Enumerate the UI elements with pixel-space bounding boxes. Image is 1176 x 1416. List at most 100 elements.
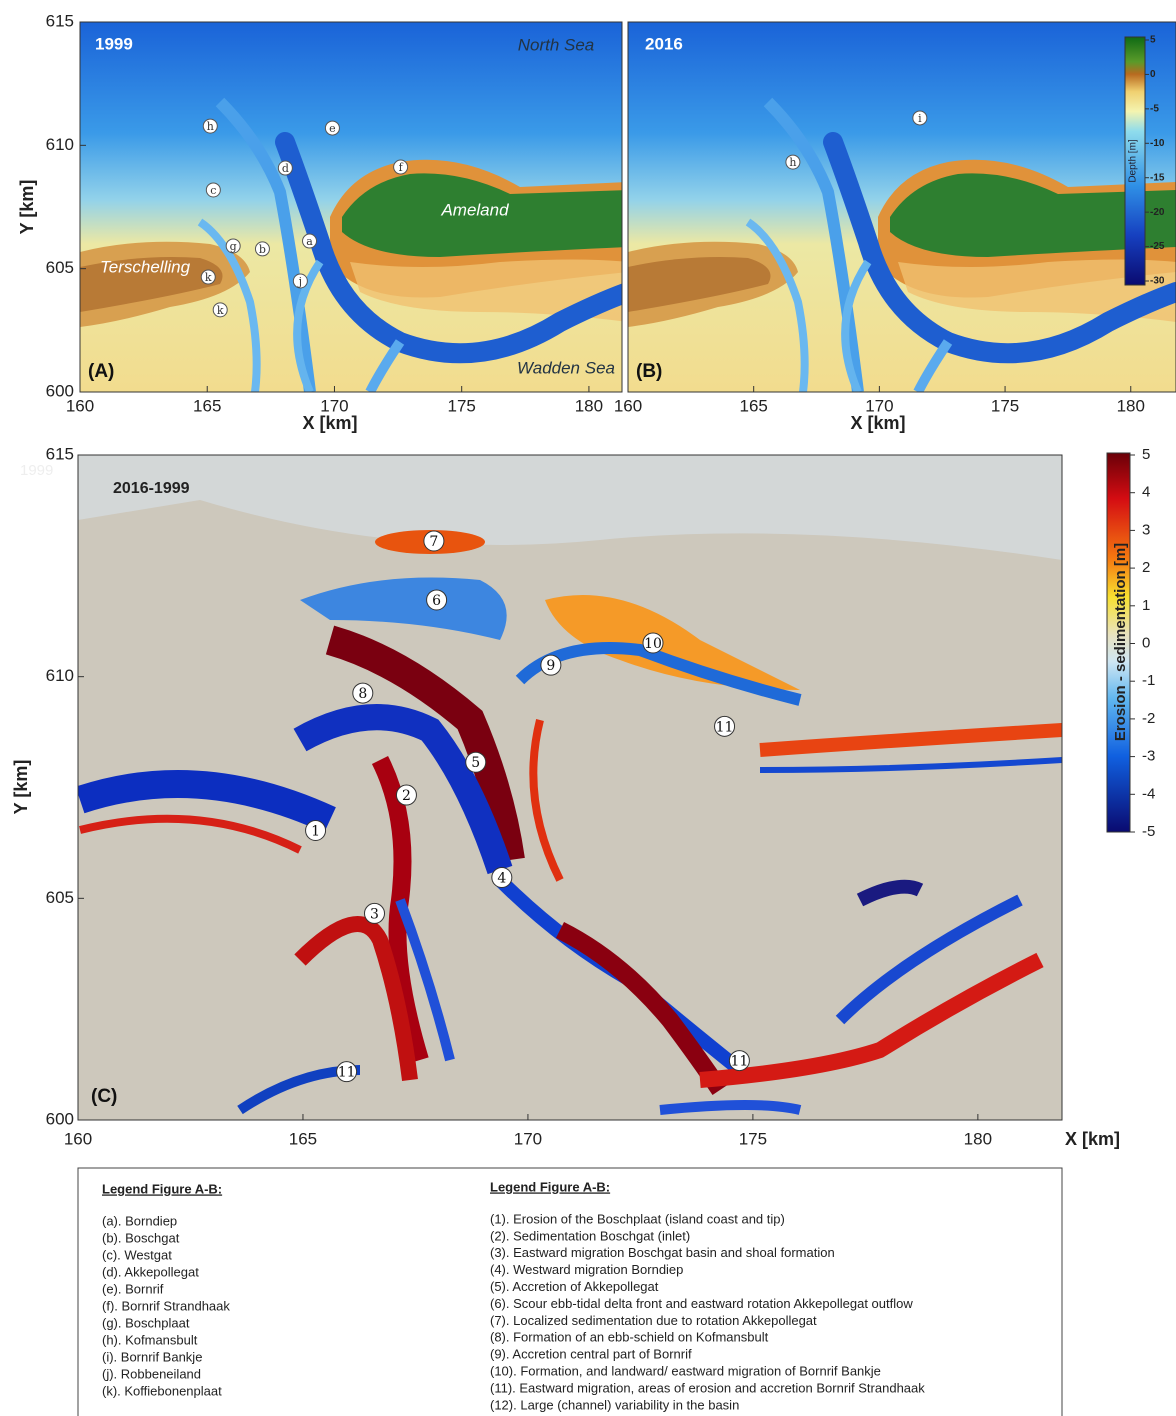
legend-item: (2). Sedimentation Boschgat (inlet) bbox=[490, 1228, 690, 1243]
x-tick-label: 170 bbox=[514, 1129, 542, 1148]
legend-title: Legend Figure A-B: bbox=[102, 1181, 222, 1196]
legend-item: (i). Bornrif Bankje bbox=[102, 1349, 202, 1364]
x-tick-label: 175 bbox=[739, 1129, 767, 1148]
legend-item: (c). Westgat bbox=[102, 1247, 172, 1262]
y-tick-label: 615 bbox=[46, 11, 74, 30]
y-tick-label: 605 bbox=[46, 888, 74, 907]
legend-item: (4). Westward migration Borndiep bbox=[490, 1262, 683, 1277]
legend-item: (5). Accretion of Akkepollegat bbox=[490, 1279, 659, 1294]
legend-item: (9). Accretion central part of Bornrif bbox=[490, 1347, 692, 1362]
marker-label: a bbox=[306, 235, 313, 248]
marker-label: 6 bbox=[432, 593, 441, 609]
map-2016 bbox=[628, 22, 1176, 392]
colorbar-label: Depth [m] bbox=[1128, 139, 1139, 183]
legend-item: (a). Borndiep bbox=[102, 1213, 177, 1228]
y-axis-label: Y [km] bbox=[11, 760, 31, 815]
y-tick-label: 610 bbox=[46, 135, 74, 154]
legend-item: (b). Boschgat bbox=[102, 1230, 180, 1245]
marker-label: 1 bbox=[311, 824, 320, 840]
x-axis-label: X [km] bbox=[850, 413, 905, 433]
colorbar-tick-label: 2 bbox=[1142, 559, 1150, 576]
marker-label: k bbox=[217, 304, 224, 317]
legend-item: (j). Robbeneiland bbox=[102, 1366, 201, 1381]
colorbar-tick-label: 3 bbox=[1142, 521, 1150, 538]
figure: 1999 2 0 1 6 (A) (B) North Sea Ameland Ters… bbox=[0, 0, 1176, 1416]
place-name: North Sea bbox=[518, 35, 595, 54]
marker-label: c bbox=[210, 184, 216, 197]
legend-item: (6). Scour ebb-tidal delta front and eas… bbox=[490, 1296, 913, 1311]
marker-label: k bbox=[205, 271, 212, 284]
legend-item: (g). Boschplaat bbox=[102, 1315, 190, 1330]
panel-label: (B) bbox=[636, 361, 662, 382]
x-tick-label: 170 bbox=[865, 396, 893, 415]
legend-item: (3). Eastward migration Boschgat basin a… bbox=[490, 1245, 835, 1260]
colorbar-tick-label: -10 bbox=[1150, 138, 1165, 149]
legend-item: (h). Kofmansbult bbox=[102, 1332, 198, 1347]
x-axis-label: X [km] bbox=[302, 413, 357, 433]
y-axis-label: Y [km] bbox=[17, 180, 37, 235]
colorbar-tick-label: -5 bbox=[1150, 103, 1159, 114]
colorbar-tick-label: -2 bbox=[1142, 710, 1155, 727]
panel-title: 2016-1999 bbox=[113, 480, 190, 497]
x-tick-label: 165 bbox=[740, 396, 768, 415]
place-name: Wadden Sea bbox=[517, 358, 615, 377]
legend-item: (f). Bornrif Strandhaak bbox=[102, 1298, 230, 1313]
x-tick-label: 175 bbox=[448, 396, 476, 415]
marker-label: 11 bbox=[716, 719, 734, 735]
panel-title: 1999 bbox=[95, 34, 133, 53]
x-tick-label: 160 bbox=[66, 396, 94, 415]
colorbar-tick-label: -15 bbox=[1150, 172, 1165, 183]
y-tick-label: 600 bbox=[46, 1109, 74, 1128]
legend-item: (7). Localized sedimentation due to rota… bbox=[490, 1313, 817, 1328]
colorbar-tick-label: -20 bbox=[1150, 207, 1165, 218]
marker-label: g bbox=[230, 240, 237, 253]
x-tick-label: 165 bbox=[289, 1129, 317, 1148]
x-tick-label: 160 bbox=[614, 396, 642, 415]
y-tick-label: 605 bbox=[46, 258, 74, 277]
colorbar-tick-label: 5 bbox=[1142, 446, 1150, 463]
colorbar-tick-label: 1 bbox=[1142, 597, 1150, 614]
marker-label: 11 bbox=[338, 1065, 356, 1081]
colorbar-tick-label: -4 bbox=[1142, 785, 1155, 802]
legend-item: (1). Erosion of the Boschplaat (island c… bbox=[490, 1211, 785, 1226]
x-tick-label: 175 bbox=[991, 396, 1019, 415]
legend-item: (d). Akkepollegat bbox=[102, 1264, 199, 1279]
marker-label: 3 bbox=[370, 906, 379, 922]
marker-label: 10 bbox=[644, 636, 662, 652]
colorbar-tick-label: 4 bbox=[1142, 484, 1150, 501]
marker-label: h bbox=[207, 120, 214, 133]
x-axis-label: X [km] bbox=[1065, 1129, 1120, 1149]
y-tick-label: 610 bbox=[46, 666, 74, 685]
colorbar-tick-label: -5 bbox=[1142, 823, 1155, 840]
colorbar-tick-label: 0 bbox=[1150, 69, 1156, 80]
ghost-text: 1999 bbox=[20, 462, 53, 479]
place-name: Terschelling bbox=[100, 257, 191, 276]
legend-item: (12). Large (channel) variability in the… bbox=[490, 1397, 739, 1412]
legend-item: (e). Bornrif bbox=[102, 1281, 164, 1296]
colorbar-tick-label: -3 bbox=[1142, 748, 1155, 765]
colorbar-tick-label: -30 bbox=[1150, 276, 1165, 287]
x-tick-label: 165 bbox=[193, 396, 221, 415]
x-tick-label: 180 bbox=[1117, 396, 1145, 415]
panel-label: (A) bbox=[88, 361, 114, 382]
marker-label: h bbox=[789, 156, 796, 169]
colorbar-tick-label: -1 bbox=[1142, 672, 1155, 689]
marker-label: 9 bbox=[546, 658, 555, 674]
colorbar-tick-label: 5 bbox=[1150, 35, 1156, 46]
map-1999 bbox=[80, 22, 628, 392]
marker-label: 5 bbox=[471, 755, 480, 771]
difference-map bbox=[78, 455, 1062, 1120]
place-name: Ameland bbox=[440, 200, 509, 219]
x-tick-label: 170 bbox=[320, 396, 348, 415]
marker-label: b bbox=[259, 243, 266, 256]
legend-item: (k). Koffiebonenplaat bbox=[102, 1383, 222, 1398]
x-tick-label: 180 bbox=[964, 1129, 992, 1148]
colorbar-tick-label: -25 bbox=[1150, 241, 1165, 252]
panel-label: (C) bbox=[91, 1086, 117, 1107]
marker-label: 4 bbox=[497, 870, 506, 886]
marker-label: 2 bbox=[402, 788, 411, 804]
marker-label: 8 bbox=[358, 686, 367, 702]
y-tick-label: 615 bbox=[46, 444, 74, 463]
colorbar-tick-label: 0 bbox=[1142, 634, 1150, 651]
marker-label: e bbox=[329, 122, 336, 135]
